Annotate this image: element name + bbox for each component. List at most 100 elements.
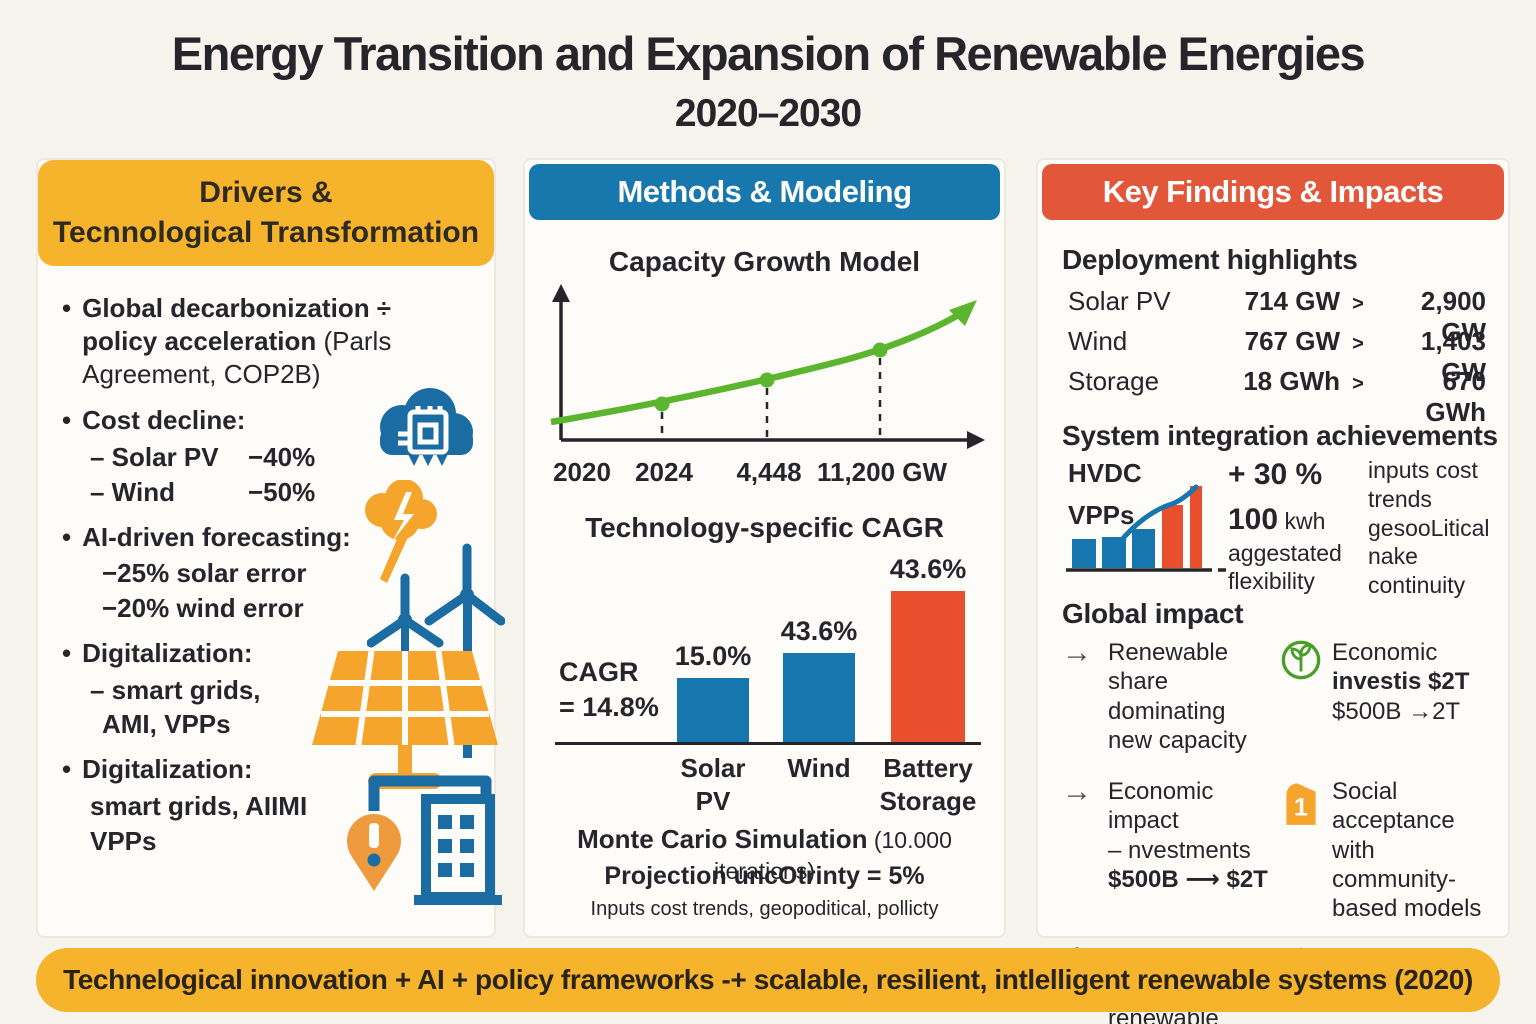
arrow-glyph: → — [1062, 775, 1092, 809]
bullet-icon: • — [62, 637, 72, 668]
deployment-table: Solar PV 714 GW > 2,900 GW Wind 767 GW >… — [1068, 286, 1486, 427]
bullet-bold: Digitalization: — [82, 637, 253, 668]
row-label: Solar PV — [1068, 286, 1171, 316]
monte-carlo-line: Monte Cario Simulation (10.000 iteration… — [525, 824, 1004, 886]
svg-text:1: 1 — [1294, 794, 1308, 822]
integration-mini-chart — [1066, 484, 1229, 572]
sub-value: −40% — [248, 442, 316, 472]
arrow-right-icon: → — [1056, 637, 1098, 755]
bar-value-label: 43.6% — [889, 554, 967, 584]
bar-value-label: 43.6% — [780, 616, 858, 646]
bar-value-label: 15.0% — [674, 641, 752, 671]
list-item: • Digitalization: – smart grids, AMI, VP… — [62, 637, 464, 741]
bar-category-label: Wind — [787, 752, 850, 785]
bullet-icon: • — [62, 754, 72, 784]
inputs-line: Inputs cost trends, geopoditical, pollic… — [590, 898, 939, 920]
impact-line: based models — [1332, 895, 1482, 923]
bullet-icon: • — [62, 405, 72, 436]
row-to-value: 670 GWh — [1425, 366, 1486, 427]
impact-line: Social acceptance — [1332, 778, 1455, 835]
x-tick-label: 4,448 — [736, 457, 802, 487]
sub-line: AMI, VPPs — [102, 709, 231, 740]
vpps-label: VPPs — [1068, 500, 1135, 530]
bar-solar-pv — [677, 678, 749, 742]
x-tick-label: 11,200 GW — [816, 457, 948, 487]
impact-item: → Economic impact – nvestments $500B ⟶ $… — [1056, 777, 1280, 923]
impact-line: Economic — [1332, 639, 1438, 666]
leaf-circle-icon — [1280, 638, 1322, 755]
projection-uncertainty-line: Projection uncOtrinty = 5% — [604, 862, 925, 890]
capacity-growth-chart — [550, 284, 985, 449]
findings-header: Key Findings & Impacts — [1042, 164, 1504, 220]
impact-item: → Renewable share dominating new capacit… — [1056, 637, 1280, 755]
sub-line: – smart grids, — [90, 674, 261, 705]
sub-label: – Wind — [90, 476, 175, 507]
bullet-bold: AI-driven forecasting: — [82, 521, 351, 552]
impact-line: – nvestments — [1108, 836, 1251, 864]
row-to-value: 1,403 GW — [1420, 326, 1486, 387]
row-to-value: 2,900 GW — [1420, 286, 1486, 347]
banner-number-1-icon: 1 — [1280, 777, 1322, 923]
sub-line: VPPs — [90, 825, 157, 856]
sub-line: smart grids, AIIMI — [90, 790, 308, 821]
drivers-header-line1: Drivers & — [199, 175, 333, 209]
impact-item: Economic investis $2T $500B →2T — [1280, 638, 1502, 755]
drivers-header-line2: Tecnnological Transformation — [52, 216, 480, 249]
alert-pin-building-icon — [347, 775, 502, 905]
impact-line: new capacity — [1108, 726, 1247, 754]
integration-line1: aggestated — [1228, 540, 1342, 566]
list-item: • Global decarbonization ÷ policy accele… — [62, 292, 464, 390]
impact-item: 1 Social acceptance with community- base… — [1280, 777, 1502, 923]
stat-number: 100 — [1228, 503, 1279, 536]
cloud-chip-icon — [380, 388, 473, 466]
cat-line: Battery — [883, 753, 973, 783]
page-title: Energy Transition and Expansion of Renew… — [171, 27, 1366, 80]
impact-line: Renewable share — [1108, 639, 1229, 696]
page-subtitle: 2020–2030 — [674, 92, 862, 135]
impact-line: $500B ⟶ $2T — [1108, 865, 1268, 893]
bullet-row: • AI-driven forecasting: — [62, 521, 464, 554]
x-tick-label: 2020 — [553, 457, 611, 487]
integration-line2: flexibility — [1228, 568, 1315, 594]
bullet-icon: • — [62, 293, 72, 323]
impact-text: Renewable share dominating new capacity — [1108, 638, 1280, 755]
cagr-annotation: CAGR = 14.8% — [559, 655, 659, 725]
integration-kwh-stat: 100 kwh — [1228, 503, 1325, 537]
chevron-right-icon: > — [1352, 373, 1364, 395]
impact-line: Economic impact — [1108, 778, 1214, 835]
bullet-row: • Digitalization: — [62, 753, 464, 786]
findings-card: Key Findings & Impacts Deployment highli… — [1036, 158, 1510, 1024]
table-row: Storage 18 GWh > 670 GWh — [1068, 366, 1486, 427]
list-item: • AI-driven forecasting: −25% solar erro… — [62, 521, 464, 625]
bullet-icon: • — [62, 521, 72, 552]
banner-text: Technelogical innovation + AI + policy f… — [63, 964, 1473, 995]
cagr-annotation-line1: CAGR — [559, 657, 639, 687]
table-row: Wind 767 GW > 1,403 GW — [1068, 326, 1486, 387]
impact-text: Social acceptance with community- based … — [1332, 777, 1502, 923]
sub-row: – Solar PV −40% — [90, 441, 464, 474]
row-from-value: 18 GWh — [1243, 366, 1340, 396]
drivers-list: • Global decarbonization ÷ policy accele… — [62, 292, 464, 859]
impact-line: dominating — [1108, 697, 1226, 725]
row-from-value: 714 GW — [1244, 286, 1340, 316]
row-from-value: 767 GW — [1244, 326, 1340, 356]
chevron-right-icon: > — [1352, 293, 1364, 315]
deployment-title: Deployment highlights — [1062, 244, 1358, 275]
stat-unit: kwh — [1278, 508, 1326, 534]
row-label: Wind — [1068, 326, 1128, 356]
hvdc-label: HVDC — [1068, 458, 1142, 488]
row-label: Storage — [1068, 366, 1160, 396]
global-impact-title: Global impact — [1062, 598, 1244, 629]
chevron-right-icon: > — [1352, 333, 1364, 355]
sub-label: – Solar PV — [90, 442, 219, 472]
impact-line: with community- — [1332, 836, 1457, 893]
bullet-text: Global decarbonization ÷ policy accelera… — [82, 292, 452, 390]
arrow-right-icon: → — [1056, 777, 1098, 923]
sub-line: −20% wind error — [102, 593, 304, 623]
bar-wind — [783, 653, 855, 742]
bar-category-label: Battery Storage — [880, 752, 977, 817]
bullet-bold: Digitalization: — [82, 754, 253, 784]
bar-category-label: Solar PV — [680, 752, 745, 817]
tree-lightning-icon — [365, 480, 437, 583]
integration-side-note: inputs cost trends gesooLitical nake con… — [1368, 457, 1490, 598]
